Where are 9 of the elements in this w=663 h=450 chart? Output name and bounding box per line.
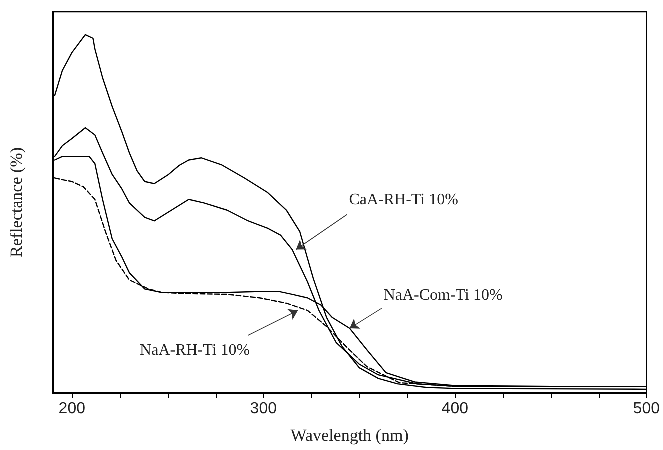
x-tick-label: 500 bbox=[633, 400, 660, 418]
annotation: CaA-RH-Ti 10% bbox=[349, 191, 458, 208]
y-axis-title: Reflectance (%) bbox=[7, 148, 26, 258]
x-tick-label: 200 bbox=[58, 400, 86, 418]
x-tick-label: 300 bbox=[250, 400, 278, 418]
annotation: NaA-Com-Ti 10% bbox=[384, 287, 503, 304]
x-axis-title: Wavelength (nm) bbox=[290, 426, 409, 445]
annotation: NaA-RH-Ti 10% bbox=[140, 342, 250, 360]
x-tick-label: 400 bbox=[442, 400, 469, 418]
